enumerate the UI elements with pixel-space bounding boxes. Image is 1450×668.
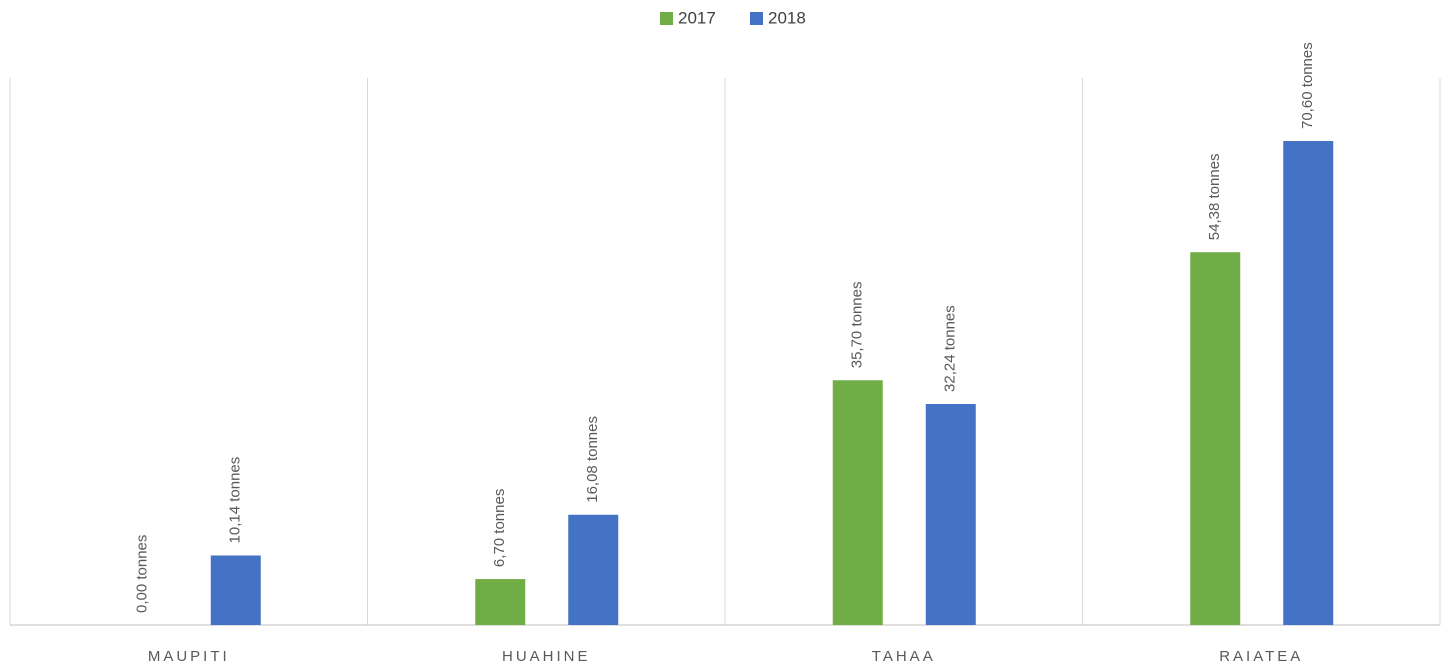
- bar: [1190, 252, 1241, 625]
- x-tick-label: HUAHINE: [502, 648, 591, 665]
- legend-swatch: [660, 12, 673, 25]
- legend-label: 2017: [678, 8, 716, 27]
- bar: [925, 403, 976, 625]
- bar: [475, 579, 526, 625]
- legend-label: 2018: [768, 8, 806, 27]
- bar: [210, 555, 261, 625]
- value-label: 16,08 tonnes: [584, 416, 601, 503]
- x-tick-label: MAUPITI: [148, 648, 230, 665]
- value-label: 54,38 tonnes: [1206, 153, 1223, 240]
- x-tick-label: TAHAA: [872, 648, 936, 665]
- value-label: 0,00 tonnes: [134, 535, 151, 613]
- legend-swatch: [750, 12, 763, 25]
- bar: [1283, 141, 1334, 625]
- value-label: 32,24 tonnes: [942, 305, 959, 392]
- value-label: 35,70 tonnes: [849, 282, 866, 369]
- value-label: 70,60 tonnes: [1299, 42, 1316, 129]
- value-label: 6,70 tonnes: [491, 489, 508, 567]
- bar: [568, 514, 619, 625]
- bar: [832, 380, 883, 625]
- x-tick-label: RAIATEA: [1219, 648, 1303, 665]
- value-label: 10,14 tonnes: [227, 457, 244, 544]
